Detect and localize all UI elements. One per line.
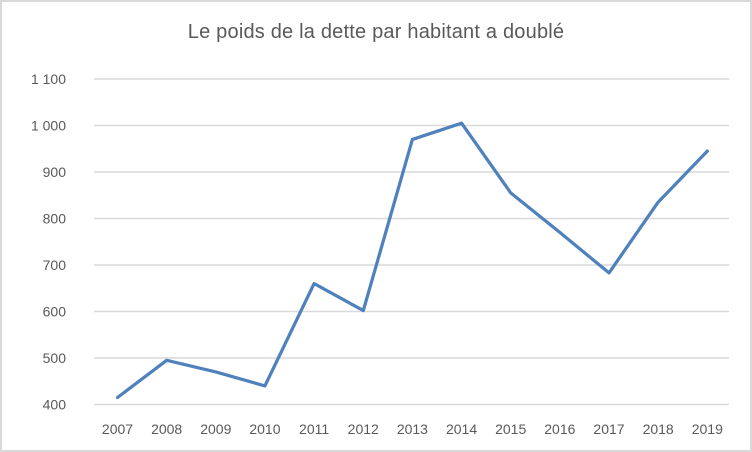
x-axis-tick-label: 2016 [544, 421, 575, 437]
y-axis-tick-label: 1 000 [31, 118, 66, 134]
x-axis-tick-label: 2014 [446, 421, 477, 437]
x-axis-tick-label: 2012 [348, 421, 379, 437]
x-axis-tick-label: 2008 [151, 421, 182, 437]
x-axis-tick-label: 2007 [102, 421, 133, 437]
chart-title: Le poids de la dette par habitant a doub… [187, 21, 565, 43]
x-axis-tick-label: 2010 [249, 421, 280, 437]
series-line [115, 121, 709, 400]
x-axis-tick-label: 2017 [593, 421, 624, 437]
y-axis-tick-label: 700 [43, 257, 67, 273]
x-axis-tick-label: 2013 [397, 421, 428, 437]
y-axis-tick-label: 600 [43, 304, 67, 320]
x-axis-tick-label: 2009 [200, 421, 231, 437]
y-axis-tick-label: 500 [43, 350, 67, 366]
y-axis-tick-label: 900 [43, 164, 67, 180]
x-axis-tick-label: 2018 [643, 421, 674, 437]
x-axis-tick-label: 2019 [692, 421, 723, 437]
y-axis-tick-label: 1 100 [31, 71, 66, 87]
y-axis-tick-label: 400 [43, 397, 67, 413]
x-axis-tick-label: 2015 [495, 421, 526, 437]
x-axis-tick-label: 2011 [299, 421, 329, 437]
y-axis-tick-label: 800 [43, 211, 67, 227]
